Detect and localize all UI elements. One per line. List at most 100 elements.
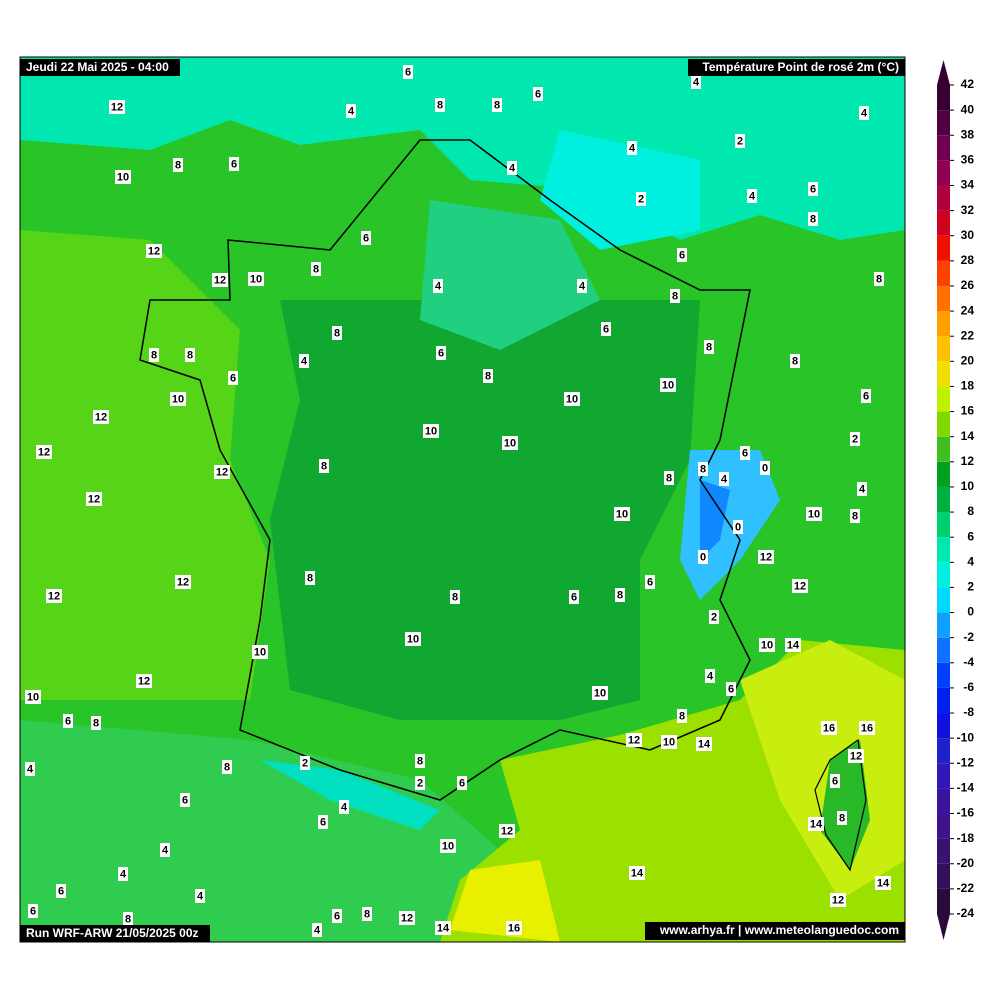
label-box [305,571,315,585]
label-box [115,170,131,184]
colorbar-segment [937,788,950,814]
label-box [362,907,372,921]
spain [20,720,500,942]
colorbar-tick-label: -16 [957,806,975,820]
title: Température Point de rosé 2m (°C) [702,60,899,74]
colorbar-segment [937,436,950,462]
label-box [806,507,822,521]
label-box [415,754,425,768]
contour-label: 12 [48,590,60,602]
contour-label: 12 [760,551,772,563]
label-box [46,589,62,603]
contour-label: 6 [810,183,816,195]
contour-label: 4 [509,162,516,174]
contour-label: 8 [187,349,193,361]
contour-label: 6 [679,249,685,261]
colorbar-tick-label: 18 [961,379,975,393]
contour-label: 16 [508,922,520,934]
zone [540,130,700,250]
label-box [36,445,52,459]
label-box [821,721,837,735]
colorbar-tick-label: -22 [957,881,975,895]
run: Run WRF-ARW 21/05/2025 00z [26,926,199,940]
colorbar-segment [937,512,950,538]
label-box [627,141,637,155]
label-box [629,866,645,880]
contour-label: 4 [707,670,714,682]
map-labels: 12 4 6 8 8 6 4 4 4 2 8 6 10 4 2 4 6 8 6 12 12 10 8 6 8 4 4 8 8 6 8 8 4 6 8… [25,65,891,937]
label-box [837,811,847,825]
contour-label: 10 [250,273,262,285]
label-box [86,492,102,506]
colorbar-segment [937,813,950,839]
contour-label: 6 [58,885,64,897]
contour-label: 4 [629,142,636,154]
colorbar-tick-label: 6 [967,529,974,543]
contour-label: 6 [647,576,653,588]
contour-label: 10 [172,393,184,405]
colorbar-segment [937,260,950,286]
label-box [435,921,451,935]
colorbar-segment [937,110,950,136]
colorbar-segment [937,687,950,714]
label-box [859,721,875,735]
contour-label: 2 [711,611,717,623]
label-box [733,520,743,534]
contour-label: 12 [88,493,100,505]
credits-box [645,922,905,940]
title-box [688,59,905,76]
colorbar-segment [937,838,950,864]
label-box [63,714,73,728]
label-box [93,410,109,424]
contour-label: 8 [417,755,423,767]
run-box [20,925,210,942]
contour-label: 4 [721,473,728,485]
label-box [677,709,687,723]
contour-label: 10 [425,425,437,437]
contour-label: 6 [231,158,237,170]
label-box [212,273,228,287]
contour-label: 14 [787,639,800,651]
date-box [20,59,180,76]
label-box [311,262,321,276]
map: 12 4 6 8 8 6 4 4 4 2 8 6 10 4 2 4 6 8 6 12 12 10 8 6 8 4 4 8 8 6 8 8 4 6 8… [20,57,905,942]
colorbar-tick-label: -2 [963,630,974,644]
label-box [440,839,456,853]
contour-label: 12 [138,675,150,687]
colorbar-tick-label: 34 [961,178,975,192]
contour-label: 6 [65,715,71,727]
label-box [704,340,714,354]
contour-label: 12 [177,576,189,588]
colorbar-segment [937,612,950,638]
colorbar-segment [937,311,950,337]
contour-label: 0 [700,551,706,563]
contour-label: 0 [762,462,768,474]
label-box [149,348,159,362]
contour-label: 12 [794,580,806,592]
contour-label: 12 [832,894,844,906]
label-box [339,800,349,814]
label-box [25,762,35,776]
contour-label: 4 [314,924,321,936]
label-box [850,432,860,446]
contour-label: 8 [93,717,99,729]
colorbar-segment [937,738,950,764]
contour-label: 8 [494,99,500,111]
label-box [450,590,460,604]
label-box [228,371,238,385]
label-box [109,100,125,114]
label-box [857,482,867,496]
colorbar-tick-label: 4 [967,554,974,568]
colorbar-tick-label: -6 [963,680,974,694]
alps-core [700,480,730,560]
map-frame [19,56,906,943]
label-box [123,912,133,926]
france-border [139,139,751,801]
contour-label: 6 [320,816,326,828]
label-box [229,157,239,171]
label-box [759,638,775,652]
colorbar-segment [937,587,950,613]
contour-label: 8 [852,510,858,522]
label-box [319,459,329,473]
contour-label: 4 [749,190,756,202]
